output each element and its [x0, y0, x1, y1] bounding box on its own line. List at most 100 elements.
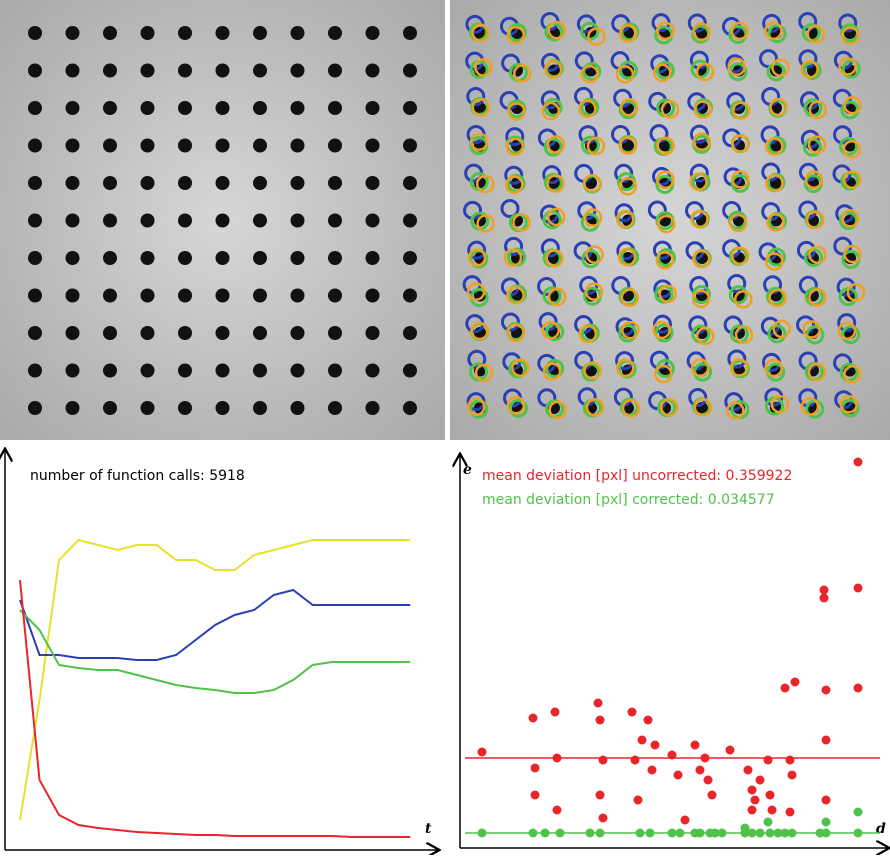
dot: [216, 289, 230, 303]
dot: [366, 364, 380, 378]
dot: [178, 214, 192, 228]
point: [691, 741, 700, 750]
dot: [28, 214, 42, 228]
dot: [103, 326, 117, 340]
dot: [403, 176, 417, 190]
dot: [328, 101, 342, 115]
dot: [291, 251, 305, 265]
point: [786, 808, 795, 817]
dot: [291, 326, 305, 340]
dot: [178, 176, 192, 190]
point: [744, 766, 753, 775]
dot: [328, 289, 342, 303]
dot: [141, 139, 155, 153]
dot: [141, 214, 155, 228]
point: [820, 586, 829, 595]
dot: [141, 251, 155, 265]
dot: [141, 176, 155, 190]
dot: [103, 289, 117, 303]
dot: [403, 251, 417, 265]
dot: [253, 214, 267, 228]
dot: [291, 26, 305, 40]
y-axis-label: e: [463, 462, 472, 478]
point: [696, 766, 705, 775]
annotation: number of function calls: 5918: [30, 468, 245, 484]
x-axis-label: d: [876, 821, 886, 837]
dot: [28, 139, 42, 153]
dot: [103, 364, 117, 378]
dot: [103, 26, 117, 40]
line: [20, 580, 410, 837]
point: [631, 756, 640, 765]
dot: [103, 176, 117, 190]
dot: [291, 139, 305, 153]
figure: t number of function calls: 5918 d e mea…: [0, 0, 890, 855]
dot: [328, 214, 342, 228]
dot: [66, 401, 80, 415]
dot: [141, 101, 155, 115]
annotation: mean deviation [pxl] uncorrected: 0.3599…: [482, 468, 792, 484]
dot: [216, 214, 230, 228]
dot: [366, 401, 380, 415]
dot: [103, 251, 117, 265]
dot: [178, 26, 192, 40]
dot: [328, 139, 342, 153]
point: [531, 764, 540, 773]
point: [741, 824, 750, 833]
point: [553, 806, 562, 815]
point: [726, 746, 735, 755]
point: [751, 796, 760, 805]
dot: [253, 251, 267, 265]
dot: [28, 364, 42, 378]
dot: [253, 101, 267, 115]
dot: [253, 26, 267, 40]
dot: [366, 251, 380, 265]
point: [541, 829, 550, 838]
dot: [216, 401, 230, 415]
point: [646, 829, 655, 838]
point: [766, 829, 775, 838]
point: [766, 791, 775, 800]
point: [820, 594, 829, 603]
dot: [141, 289, 155, 303]
dot: [66, 289, 80, 303]
point: [704, 776, 713, 785]
dot: [103, 214, 117, 228]
point: [478, 829, 487, 838]
dot: [178, 289, 192, 303]
dot: [66, 26, 80, 40]
dot: [291, 214, 305, 228]
dot: [366, 26, 380, 40]
point: [668, 829, 677, 838]
point: [651, 741, 660, 750]
dot: [141, 64, 155, 78]
dot: [253, 364, 267, 378]
dot: [28, 289, 42, 303]
point: [768, 806, 777, 815]
point: [644, 716, 653, 725]
point: [638, 736, 647, 745]
point: [594, 699, 603, 708]
point: [764, 818, 773, 827]
point: [822, 686, 831, 695]
dot: [178, 64, 192, 78]
point: [478, 748, 487, 757]
plots: t number of function calls: 5918 d e mea…: [5, 450, 888, 850]
dot: [28, 326, 42, 340]
dot: [141, 326, 155, 340]
dot: [366, 64, 380, 78]
dot: [216, 101, 230, 115]
dot: [66, 364, 80, 378]
dot: [28, 26, 42, 40]
dot: [66, 101, 80, 115]
point: [556, 829, 565, 838]
point: [668, 751, 677, 760]
dot: [216, 139, 230, 153]
point: [648, 766, 657, 775]
point: [599, 814, 608, 823]
point: [756, 776, 765, 785]
point: [788, 771, 797, 780]
dot: [291, 401, 305, 415]
dot: [66, 139, 80, 153]
point: [854, 458, 863, 467]
